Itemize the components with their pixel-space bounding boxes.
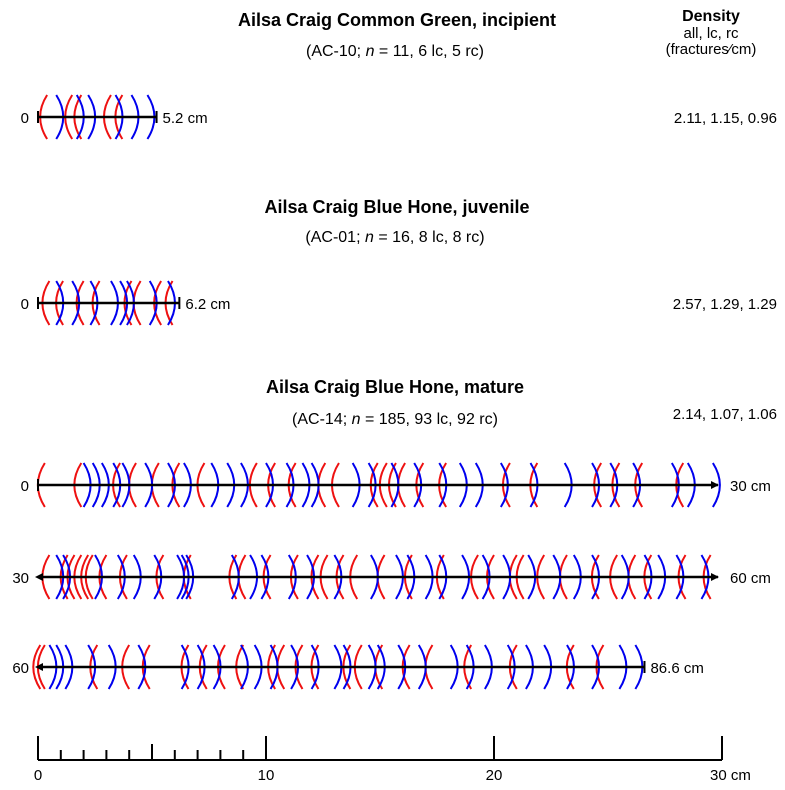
scale-label: 0 <box>34 767 42 784</box>
scanline-end-label: 86.6 cm <box>650 660 703 677</box>
density-header-columns: all, lc, rc <box>683 25 739 42</box>
scale-label: 30 cm <box>710 767 751 784</box>
density-header-title: Density <box>682 8 740 25</box>
sample-density: 2.14, 1.07, 1.06 <box>673 406 777 423</box>
scanline-end-label: 60 cm <box>730 570 771 587</box>
scanline-end-label: 6.2 cm <box>185 296 230 313</box>
scanline: 0 5.2 cm <box>21 94 208 140</box>
sample-density: 2.57, 1.29, 1.29 <box>673 296 777 313</box>
scanline-end-label: 30 cm <box>730 478 771 495</box>
scanline: 0 6.2 cm <box>21 280 230 326</box>
scale-bar: 0 10 20 30 cm <box>34 736 751 784</box>
scanline: 60 86.6 cm <box>12 644 704 690</box>
scanline-start-arrow <box>35 663 43 671</box>
lc-fracture-arc <box>712 462 721 508</box>
scanline-end-label: 5.2 cm <box>163 110 208 127</box>
rc-fracture-arc <box>32 644 42 690</box>
sample-subtitle: (AC-10; n = 11, 6 lc, 5 rc) <box>306 43 484 60</box>
sample-title: Ailsa Craig Common Green, incipient <box>238 10 556 30</box>
sample-title: Ailsa Craig Blue Hone, juvenile <box>264 197 529 217</box>
scanline-start-label: 0 <box>21 110 29 127</box>
scale-label: 20 <box>486 767 503 784</box>
scanline: 0 30 cm <box>21 462 771 508</box>
scanline-start-label: 30 <box>12 570 29 587</box>
sample-title: Ailsa Craig Blue Hone, mature <box>266 377 524 397</box>
scanline-start-label: 0 <box>21 478 29 495</box>
scanline-start-label: 0 <box>21 296 29 313</box>
sample-density: 2.11, 1.15, 0.96 <box>674 110 777 127</box>
scale-label: 10 <box>258 767 275 784</box>
scanline-start-label: 60 <box>12 660 29 677</box>
sample-subtitle: (AC-14; n = 185, 93 lc, 92 rc) <box>292 411 498 428</box>
scanline: 30 60 cm <box>12 554 771 600</box>
density-header-units: (fractures⁄cm) <box>666 41 757 58</box>
scanline-start-arrow <box>35 573 43 581</box>
sample-subtitle: (AC-01; n = 16, 8 lc, 8 rc) <box>305 229 484 246</box>
